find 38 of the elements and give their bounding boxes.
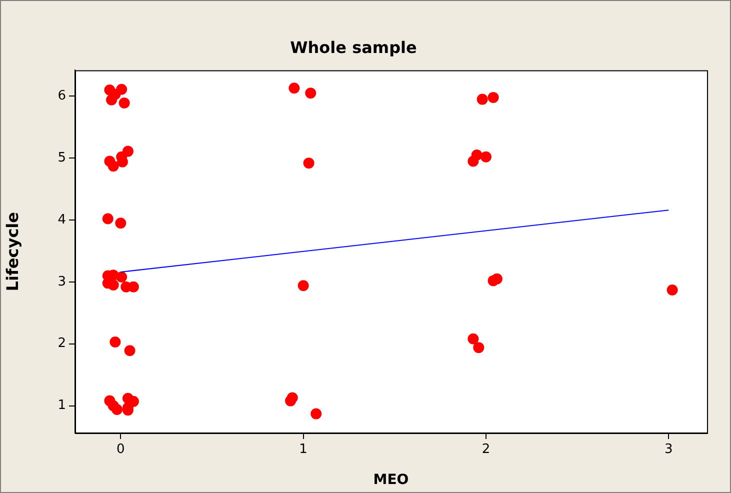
point xyxy=(102,213,114,224)
y-tick-label: 2 xyxy=(58,336,66,352)
point xyxy=(286,392,298,404)
point xyxy=(112,404,123,415)
point xyxy=(116,271,128,282)
point xyxy=(303,158,314,169)
point xyxy=(115,218,126,229)
point xyxy=(310,408,322,420)
point xyxy=(118,98,130,109)
y-tick-label: 1 xyxy=(58,398,66,414)
y-tick-label: 3 xyxy=(58,274,66,290)
point xyxy=(106,94,118,106)
point xyxy=(124,345,136,356)
y-tick-label: 4 xyxy=(58,212,66,228)
point xyxy=(288,82,300,94)
point xyxy=(305,88,316,99)
point xyxy=(480,151,492,162)
point xyxy=(666,284,678,296)
y-axis-title: Lifecycle xyxy=(2,212,22,292)
y-tick-label: 5 xyxy=(58,150,66,166)
point xyxy=(298,280,309,292)
y-tick-label: 6 xyxy=(58,88,66,104)
x-tick-label: 1 xyxy=(299,442,308,458)
point xyxy=(110,336,121,348)
point xyxy=(491,273,502,284)
point xyxy=(488,92,499,103)
x-tick-label: 3 xyxy=(664,442,673,458)
x-tick-label: 2 xyxy=(482,442,490,458)
point xyxy=(108,160,119,172)
point xyxy=(122,146,134,157)
point xyxy=(468,333,479,344)
point xyxy=(108,280,119,291)
point xyxy=(471,150,482,161)
x-tick-label: 0 xyxy=(116,442,125,458)
point xyxy=(473,342,484,354)
point xyxy=(476,94,488,105)
chart-title: Whole sample xyxy=(290,38,418,57)
x-axis-title: MEO xyxy=(373,472,409,488)
